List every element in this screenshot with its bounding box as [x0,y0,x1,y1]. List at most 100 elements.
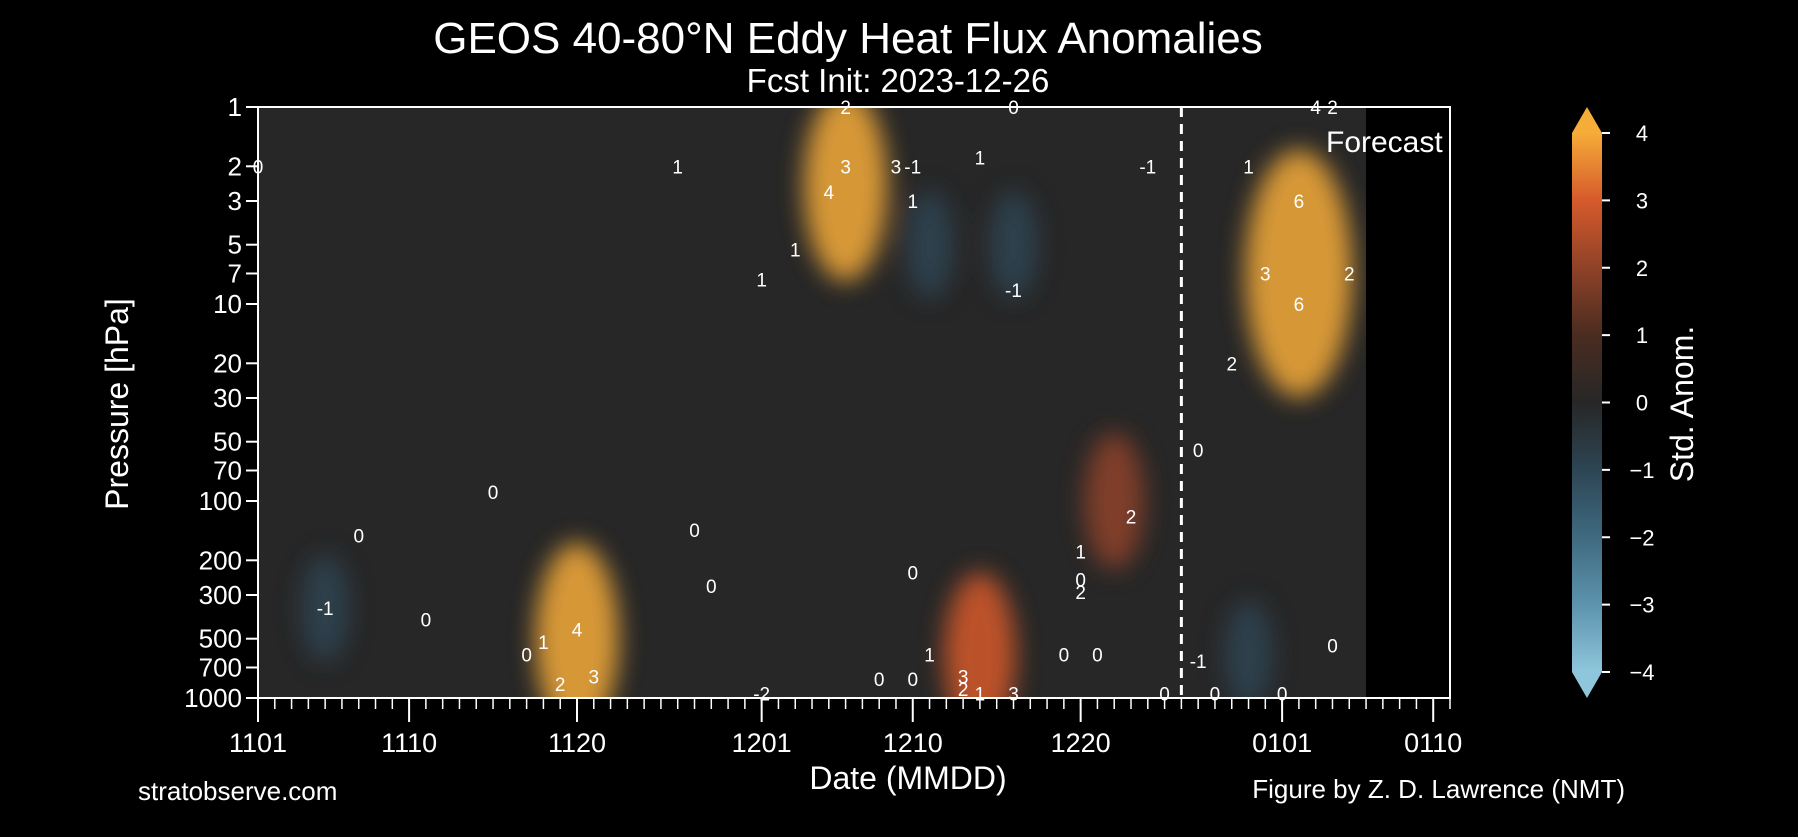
contour-label: 0 [253,157,264,178]
contour-label: 1 [907,192,918,213]
y-tick-label: 500 [199,624,242,654]
y-tick-label: 2 [228,151,242,181]
anomaly-cell [943,572,1016,698]
colorbar-tick-label: 3 [1636,188,1648,213]
contour-label: 2 [840,98,851,119]
x-tick-label: 1210 [883,728,943,758]
contour-label: 4 [824,183,835,204]
chart-title: GEOS 40-80°N Eddy Heat Flux Anomalies [433,14,1263,63]
contour-label: 1 [975,148,986,169]
contour-label: 0 [1075,570,1086,591]
contour-label: 0 [689,521,700,542]
anomaly-cell [1244,149,1353,398]
contour-label: 2 [1075,583,1086,604]
contour-label: 3 [588,668,599,689]
anomaly-cell [905,190,954,299]
y-tick-label: 5 [228,230,242,260]
x-tick-label: 1110 [381,728,437,758]
contour-label: -1 [1190,652,1207,673]
colorbar-tick-label: 2 [1636,256,1648,281]
contour-label: 1 [756,270,767,291]
y-tick-label: 100 [199,486,242,516]
anomaly-cell [1084,433,1145,569]
contour-label: 4 [1310,98,1321,119]
contour-label: 2 [555,675,566,696]
contour-label: 0 [1193,441,1204,462]
contour-label: -1 [1139,157,1156,178]
y-tick-label: 300 [199,580,242,610]
colorbar-extend-min [1572,672,1602,698]
contour-label: 1 [1075,542,1086,563]
x-axis-label: Date (MMDD) [809,760,1006,796]
anomaly-cell [1224,600,1273,698]
y-tick-label: 200 [199,545,242,575]
anomaly-cell [301,554,350,663]
colorbar-tick-label: 0 [1636,391,1648,416]
contour-label: 0 [1277,685,1288,706]
contour-label: 1 [924,645,935,666]
x-tick-label: 1120 [548,728,606,758]
anomaly-cell [803,107,888,282]
contour-label: 2 [1126,508,1137,529]
anomaly-cell [534,542,619,698]
contour-label: 1 [538,633,549,654]
contour-label: 2 [1344,264,1355,285]
y-tick-label: 30 [213,383,242,413]
contour-label: 0 [907,670,918,691]
contour-label: 0 [1159,685,1170,706]
contour-label: 3 [1008,685,1019,706]
contour-label: 1 [790,241,801,262]
contour-label: 3 [1260,264,1271,285]
contour-label: 0 [874,670,885,691]
contour-label: 0 [488,483,499,504]
contour-label: -1 [1005,281,1022,302]
y-tick-label: 70 [213,455,242,485]
contour-label: 3 [840,157,851,178]
forecast-label: Forecast [1326,126,1443,159]
contour-label: 6 [1294,295,1305,316]
chart-subtitle: Fcst Init: 2023-12-26 [747,62,1050,99]
y-tick-label: 1000 [184,683,242,713]
colorbar-tick-label: 4 [1636,121,1648,146]
no-data-region [1366,107,1450,698]
contour-label: 0 [1092,645,1103,666]
x-tick-label: 1201 [732,728,792,758]
y-tick-label: 20 [213,348,242,378]
contour-label: -1 [317,599,334,620]
contour-label: 0 [1008,98,1019,119]
anomaly-cell [989,190,1038,299]
contour-label: 0 [1210,685,1221,706]
contour-label: 0 [521,645,532,666]
colorbar-tick-label: −2 [1629,525,1654,550]
plot-frame [257,106,1451,699]
contour-label: 2 [1226,354,1237,375]
contour-label: 0 [706,577,717,598]
contour-label: 2 [1327,98,1338,119]
contour-label: 2 [958,680,969,701]
y-tick-label: 700 [199,652,242,682]
contour-label: -2 [753,685,770,706]
colorbar-tick-label: −3 [1629,593,1654,618]
x-tick-label: 1220 [1051,728,1111,758]
y-axis-label: Pressure [hPa] [99,298,135,510]
contour-label: 0 [421,611,432,632]
contour-label: 4 [572,621,583,642]
colorbar-label: Std. Anom. [1664,326,1700,483]
y-tick-label: 50 [213,427,242,457]
colorbar-tick-label: 1 [1636,323,1648,348]
y-tick-label: 1 [228,92,242,122]
credit-right: Figure by Z. D. Lawrence (NMT) [1252,774,1625,804]
contour-label: 3 [958,668,969,689]
contour-label: 6 [1294,192,1305,213]
contour-label: 0 [1327,636,1338,657]
y-tick-label: 3 [228,186,242,216]
plot-area: Forecast [258,107,1450,698]
colorbar-tick-label: −1 [1629,458,1654,483]
contour-label: 3 [891,157,902,178]
contour-label: 1 [1243,157,1254,178]
colorbar: 4 3 2 1 0 −1 −2 −3 −4 Std. Anom. [1572,107,1700,698]
x-tick-label: 1101 [229,728,287,758]
contour-label: 0 [353,527,364,548]
